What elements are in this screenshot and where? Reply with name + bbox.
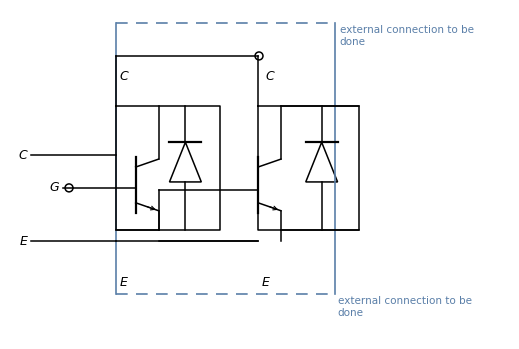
Text: external connection to be
done: external connection to be done bbox=[339, 25, 473, 47]
Text: E: E bbox=[262, 276, 270, 289]
Text: E: E bbox=[19, 235, 28, 248]
Text: C: C bbox=[120, 70, 129, 83]
Text: E: E bbox=[120, 276, 128, 289]
Text: external connection to be
done: external connection to be done bbox=[337, 296, 472, 318]
Text: C: C bbox=[19, 149, 28, 162]
Text: C: C bbox=[266, 70, 275, 83]
Text: G: G bbox=[49, 181, 59, 194]
